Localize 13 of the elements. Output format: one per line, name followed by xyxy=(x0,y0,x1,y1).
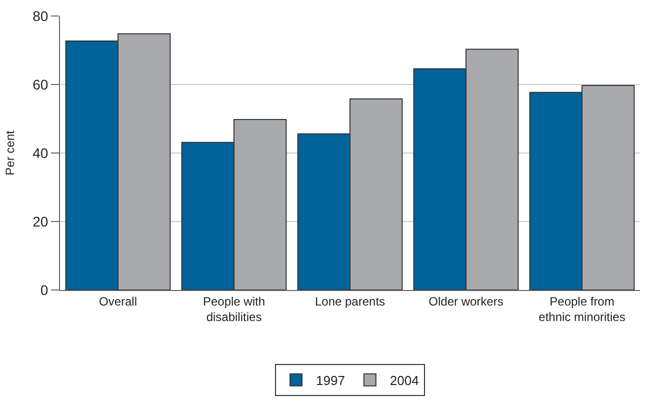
x-tick-label: Older workers xyxy=(428,294,504,308)
x-tick-label: Overall xyxy=(98,294,138,308)
legend-label: 1997 xyxy=(316,373,345,388)
y-axis-title: Per cent xyxy=(2,130,17,176)
legend-label: 2004 xyxy=(390,373,419,388)
y-tick-label: 40 xyxy=(32,144,48,161)
x-tick-label: People with disabilities xyxy=(202,294,266,324)
x-tick-label: People from ethnic minorities xyxy=(538,294,626,324)
x-tick-label: Lone parents xyxy=(314,294,386,308)
y-tick-label: 20 xyxy=(32,213,48,230)
y-tick-label: 80 xyxy=(32,8,48,24)
y-tick-label: 0 xyxy=(40,282,48,298)
y-tick-label: 60 xyxy=(32,76,48,92)
